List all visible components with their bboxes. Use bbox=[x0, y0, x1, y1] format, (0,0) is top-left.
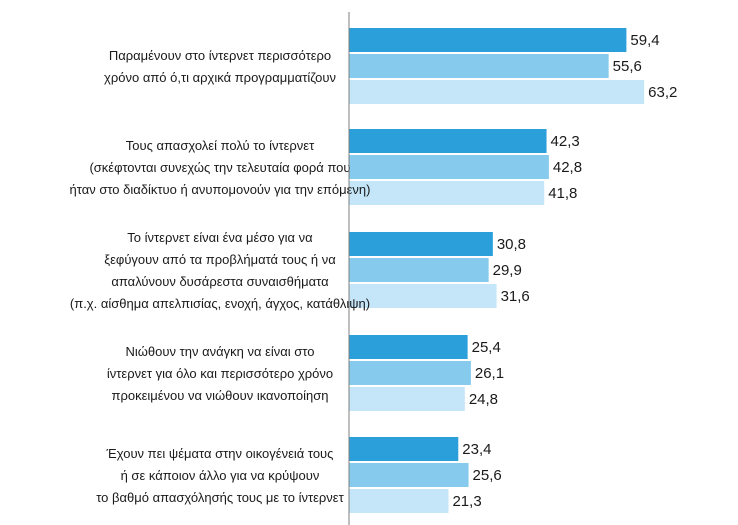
value-labels-layer: 59,4 42,3 30,8 25,4 23,4 55,6 42,8 29,9 26,1 25,6… bbox=[452, 32, 677, 510]
value-label-4-series-2: 26,1 bbox=[475, 365, 504, 382]
bar-2-series-1 bbox=[349, 129, 547, 153]
category-label-3-line-4: (π.χ. αίσθημα απελπισίας, ενοχή, άγχος, … bbox=[70, 296, 370, 311]
value-label-1-series-2: 55,6 bbox=[613, 58, 642, 75]
value-label-3-series-3: 31,6 bbox=[501, 288, 530, 305]
category-label-1-line-2: χρόνο από ό,τι αρχικά προγραμματίζουν bbox=[104, 70, 336, 85]
value-label-4-series-1: 25,4 bbox=[472, 339, 501, 356]
value-label-2-series-3: 41,8 bbox=[548, 185, 577, 202]
category-label-5-line-1: Έχουν πει ψέματα στην οικογένειά τους bbox=[106, 446, 334, 461]
value-label-5-series-1: 23,4 bbox=[462, 441, 491, 458]
value-label-1-series-1: 59,4 bbox=[630, 32, 659, 49]
category-label-2-line-2: (σκέφτονται συνεχώς την τελευταία φορά π… bbox=[89, 160, 350, 175]
category-label-4-line-3: προκειμένου να νιώθουν ικανοποίηση bbox=[111, 388, 328, 403]
category-label-5-line-3: το βαθμό απασχόλησής τους με το ίντερνετ bbox=[96, 490, 344, 505]
category-label-4-line-1: Νιώθουν την ανάγκη να είναι στο bbox=[126, 344, 315, 359]
value-label-3-series-1: 30,8 bbox=[497, 236, 526, 253]
bar-3-series-2 bbox=[349, 258, 489, 282]
bar-5-series-2 bbox=[349, 463, 469, 487]
bar-5-series-3 bbox=[349, 489, 449, 513]
category-label-1-line-1: Παραμένουν στο ίντερνετ περισσότερο bbox=[109, 48, 331, 63]
value-label-2-series-1: 42,3 bbox=[551, 133, 580, 150]
value-label-3-series-2: 29,9 bbox=[493, 262, 522, 279]
category-label-2-line-1: Τους απασχολεί πολύ το ίντερνετ bbox=[126, 138, 315, 153]
bars-layer bbox=[349, 28, 645, 513]
value-label-1-series-3: 63,2 bbox=[648, 84, 677, 101]
value-label-5-series-2: 25,6 bbox=[473, 467, 502, 484]
bar-2-series-2 bbox=[349, 155, 549, 179]
category-label-3-line-3: απαλύνουν δυσάρεστα συναισθήματα bbox=[111, 274, 329, 289]
bar-3-series-3 bbox=[349, 284, 497, 308]
category-label-4-line-2: ίντερνετ για όλο και περισσότερο χρόνο bbox=[107, 366, 333, 381]
value-label-2-series-2: 42,8 bbox=[553, 159, 582, 176]
bar-4-series-2 bbox=[349, 361, 471, 385]
bar-2-series-3 bbox=[349, 181, 545, 205]
bar-1-series-3 bbox=[349, 80, 645, 104]
category-label-3-line-2: ξεφύγουν από τα προβλήματά τους ή να bbox=[104, 252, 336, 267]
category-label-2-line-3: ήταν στο διαδίκτυο ή ανυπομονούν για την… bbox=[70, 182, 371, 197]
bar-1-series-1 bbox=[349, 28, 627, 52]
bar-1-series-2 bbox=[349, 54, 609, 78]
bar-4-series-1 bbox=[349, 335, 468, 359]
category-label-5-line-2: ή σε κάποιον άλλο για να κρύψουν bbox=[121, 468, 320, 483]
value-label-5-series-3: 21,3 bbox=[452, 493, 481, 510]
bar-5-series-1 bbox=[349, 437, 459, 461]
bar-4-series-3 bbox=[349, 387, 465, 411]
category-labels-layer: Παραμένουν στο ίντερνετ περισσότερο χρόνο… bbox=[70, 48, 371, 505]
bar-3-series-1 bbox=[349, 232, 493, 256]
value-label-4-series-3: 24,8 bbox=[469, 391, 498, 408]
category-label-3-line-1: Το ίντερνετ είναι ένα μέσο για να bbox=[127, 230, 313, 245]
